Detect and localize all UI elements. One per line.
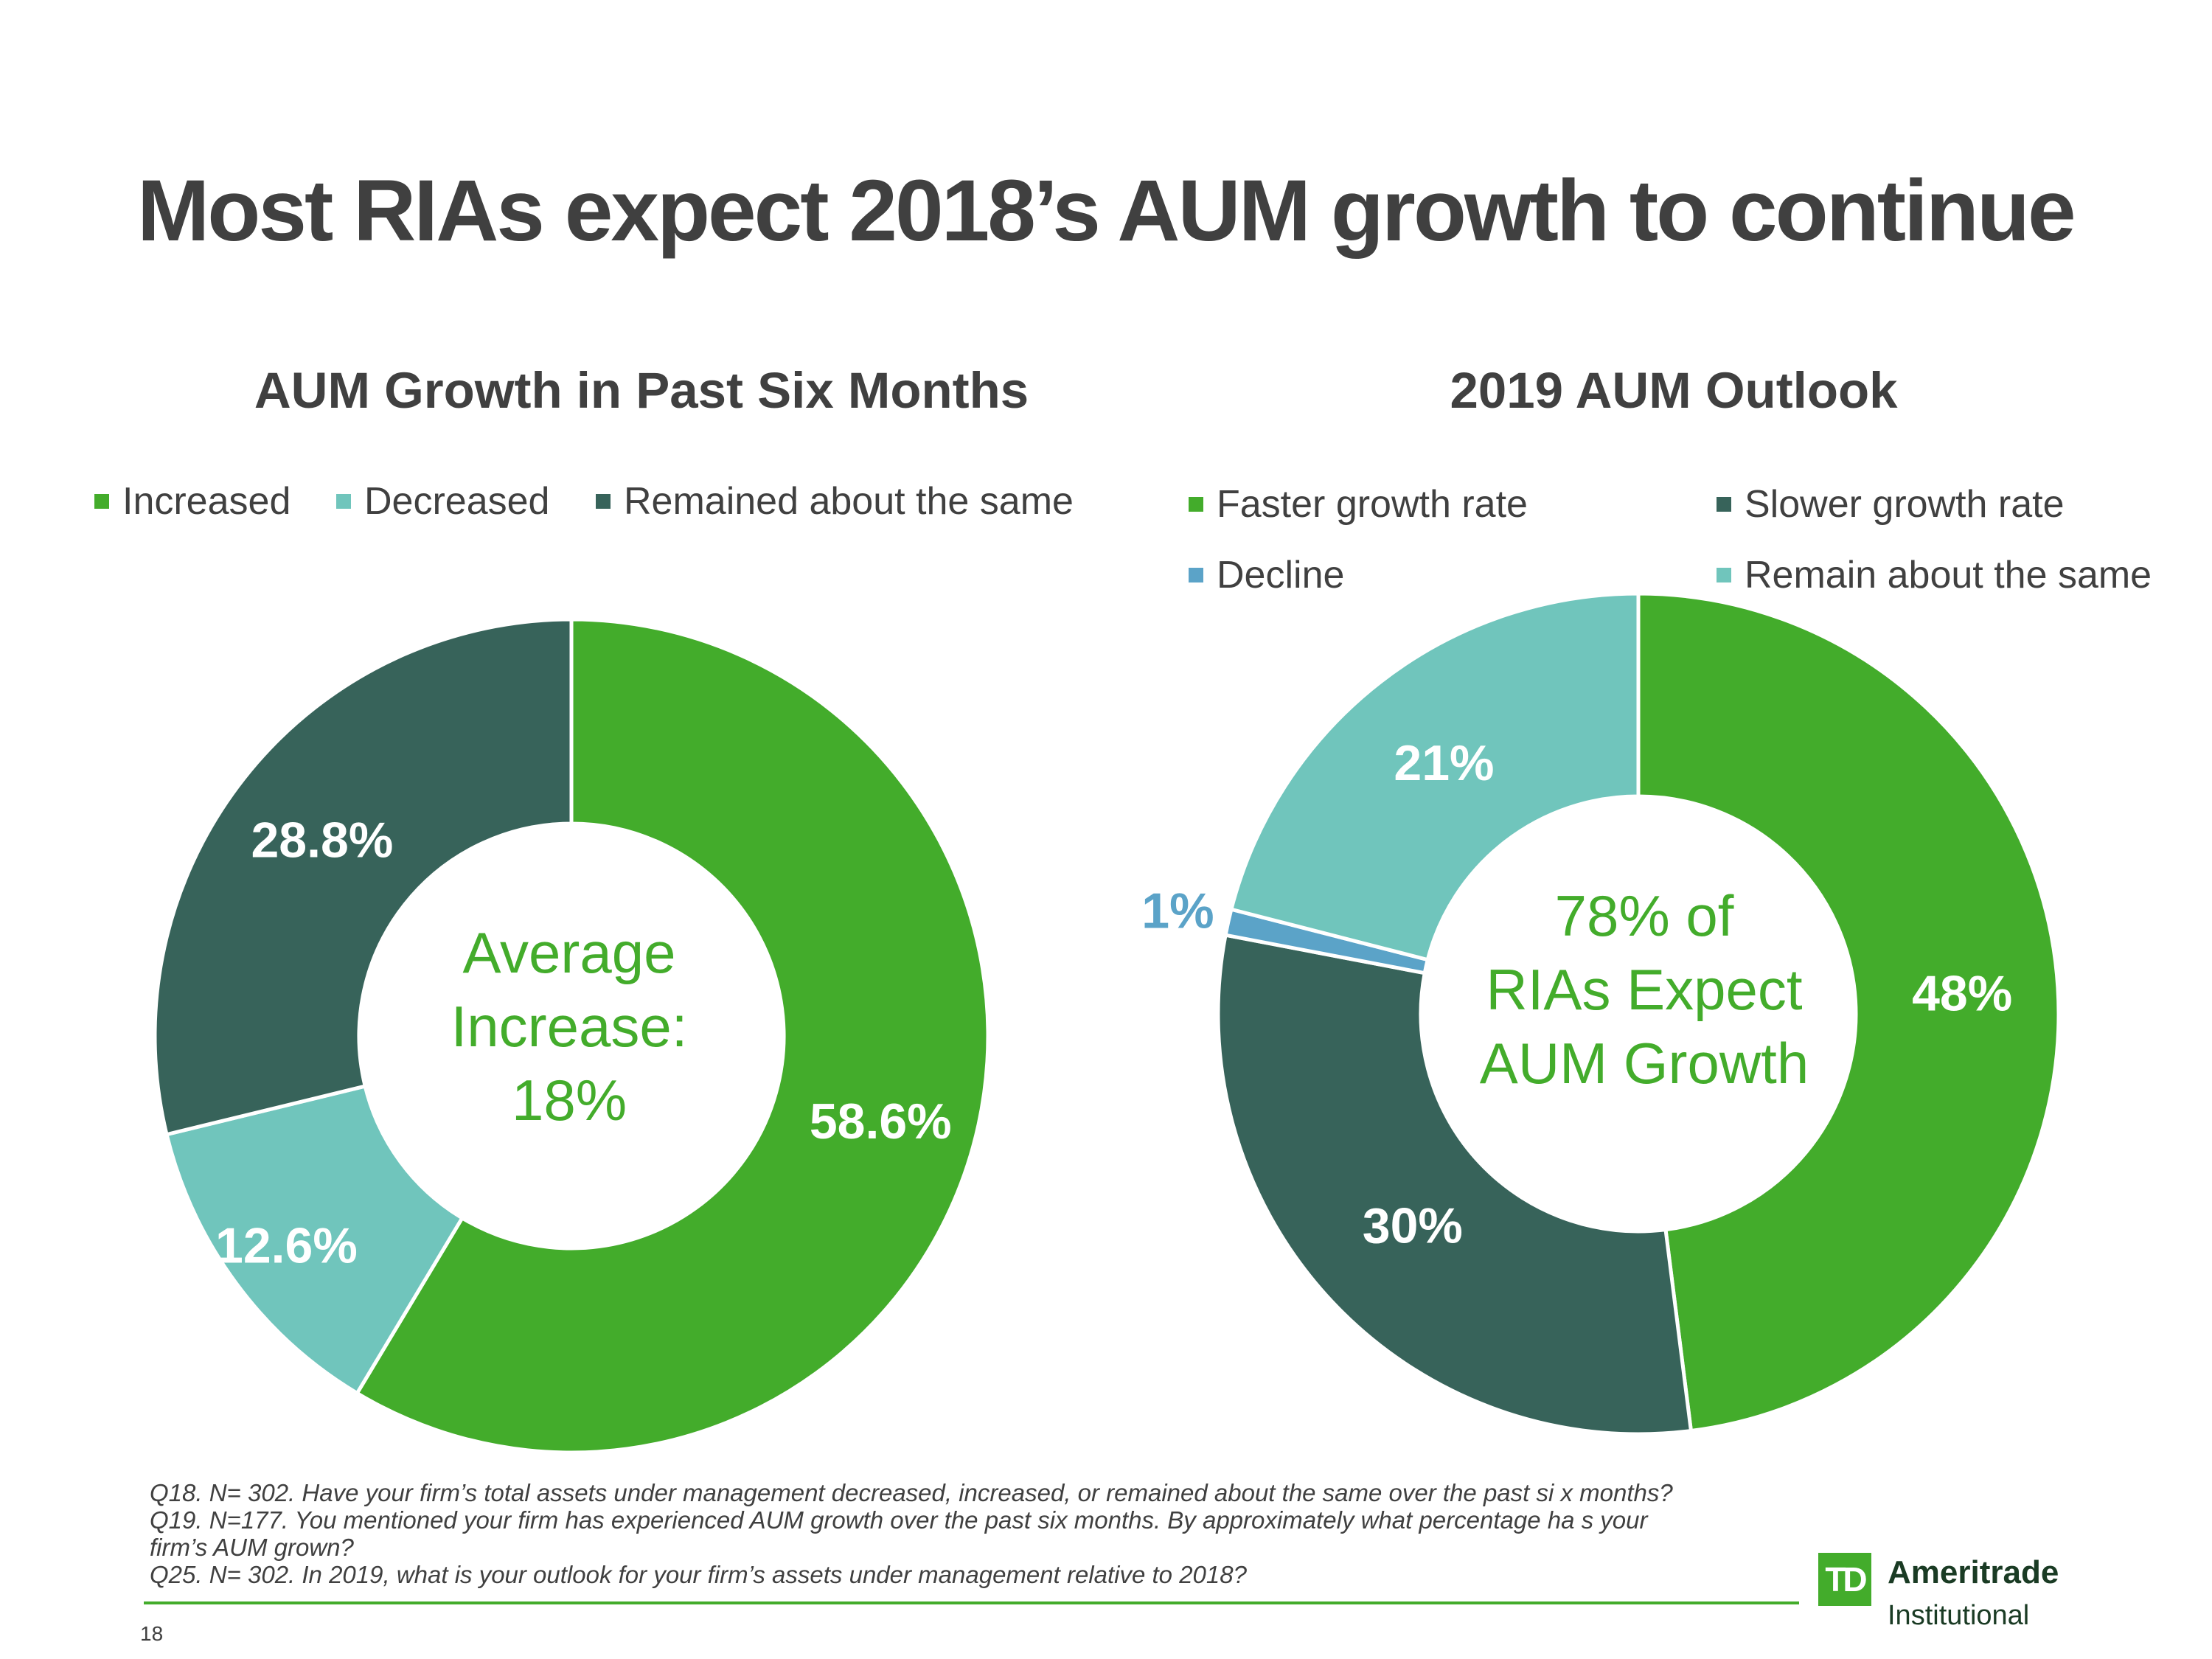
- legend-item-decreased: Decreased: [336, 479, 549, 524]
- bottom-divider: [144, 1601, 1799, 1604]
- footnote-q19: Q19. N=177. You mentioned your firm has …: [150, 1506, 1648, 1534]
- donut-slice-remained-about-the-same: [153, 617, 574, 1137]
- footnote: Q18. N= 302. Have your firm’s total asse…: [150, 1479, 1809, 1588]
- logo-subtitle: Institutional: [1888, 1600, 2030, 1631]
- data-label-remain-about-the-same: 21%: [1394, 735, 1494, 791]
- slide-title: Most RIAs expect 2018’s AUM growth to co…: [137, 162, 2076, 260]
- data-label-decline: 1%: [1141, 883, 1214, 939]
- chart-title-past-six-months: AUM Growth in Past Six Months: [254, 362, 1029, 419]
- donut-chart-2019-outlook: 48% 30% 1% 21%: [1141, 591, 2061, 1436]
- footnote-q18: Q18. N= 302. Have your firm’s total asse…: [150, 1479, 1673, 1506]
- data-label-faster-growth-rate: 48%: [1912, 965, 2012, 1021]
- legend-label: Decline: [1217, 554, 1345, 597]
- legend-item-faster: Faster growth rate: [1189, 482, 1528, 526]
- legend-item-slower: Slower growth rate: [1717, 482, 2065, 526]
- legend-swatch-remained: [596, 494, 611, 509]
- footnote-q19-cont: firm’s AUM grown?: [150, 1534, 354, 1561]
- donut-slice-slower-growth-rate: [1216, 933, 1694, 1436]
- legend-item-decline: Decline: [1189, 553, 1344, 597]
- legend-swatch-decline: [1189, 568, 1203, 582]
- center-label-expect-growth: 78% of RIAs Expect AUM Growth: [1453, 879, 1836, 1100]
- legend-swatch-slower: [1717, 497, 1731, 512]
- center-label-line: 78% of: [1554, 883, 1734, 948]
- donut-chart-past-six-months: 58.6% 12.6% 28.8%: [153, 617, 990, 1455]
- td-logo-icon: TD: [1818, 1553, 1871, 1606]
- chart-title-2019-outlook: 2019 AUM Outlook: [1450, 362, 1898, 419]
- footnote-q25: Q25. N= 302. In 2019, what is your outlo…: [150, 1561, 1247, 1588]
- page-number: 18: [140, 1622, 164, 1645]
- legend-item-remained: Remained about the same: [596, 479, 1074, 524]
- data-label-decreased: 12.6%: [215, 1218, 358, 1274]
- center-label-line: AUM Growth: [1479, 1031, 1809, 1096]
- legend-label: Remained about the same: [624, 480, 1074, 523]
- data-label-remained-about-the-same: 28.8%: [251, 812, 393, 868]
- donut-slice-increased: [354, 617, 990, 1455]
- donut-slice-faster-growth-rate: [1636, 591, 2061, 1433]
- donut-slice-decreased: [164, 1084, 465, 1396]
- center-label-average-increase: Average Increase: 18%: [385, 916, 754, 1137]
- center-label-line: 18%: [511, 1068, 627, 1133]
- legend-swatch-faster: [1189, 497, 1203, 512]
- data-label-slower-growth-rate: 30%: [1363, 1198, 1463, 1254]
- legend-swatch-increased: [94, 494, 109, 509]
- legend-label: Faster growth rate: [1217, 483, 1528, 526]
- center-label-line: Average: [462, 920, 676, 985]
- center-label-line: Increase:: [451, 994, 688, 1059]
- data-label-increased: 58.6%: [810, 1093, 952, 1150]
- center-label-line: RIAs Expect: [1486, 957, 1803, 1022]
- legend-swatch-remain: [1717, 568, 1731, 582]
- donut-slice-remain-about-the-same: [1228, 591, 1641, 962]
- legend-label: Decreased: [364, 480, 550, 523]
- legend-item-remain: Remain about the same: [1717, 553, 2152, 597]
- legend-swatch-decreased: [336, 494, 351, 509]
- logo-name: Ameritrade: [1888, 1554, 2059, 1590]
- legend-label: Slower growth rate: [1745, 483, 2065, 526]
- legend-label: Increased: [122, 480, 291, 523]
- legend-item-increased: Increased: [94, 479, 291, 524]
- legend-label: Remain about the same: [1745, 554, 2152, 597]
